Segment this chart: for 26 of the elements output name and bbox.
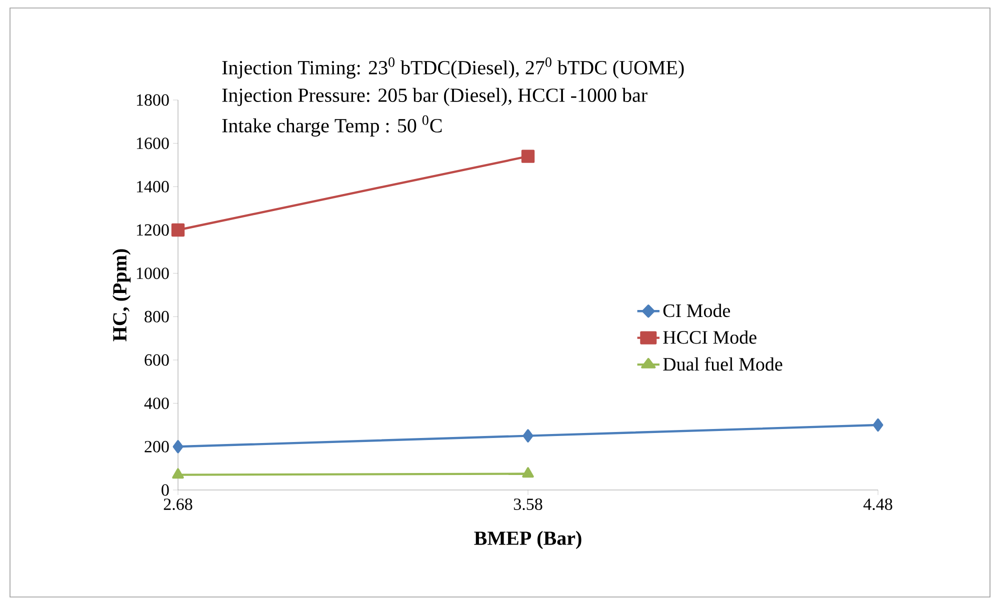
point: [521, 150, 535, 163]
legend-label: Dual fuel Mode: [663, 357, 782, 371]
y-axis-title: HC, (Ppm): [112, 249, 131, 342]
point: [872, 418, 884, 432]
point: [522, 429, 534, 442]
point: [172, 440, 184, 454]
y-tick-label: 400: [144, 398, 169, 410]
x-axis-title: BMEP (Bar): [474, 530, 582, 550]
x-tick-label: 4.48: [863, 498, 892, 510]
annotation: Injection Pressure: 205 bar (Diesel), HCCI -1000 bar: [222, 88, 648, 106]
y-tick-label: 1200: [136, 224, 169, 236]
legend-label: CI Mode: [663, 304, 730, 318]
y-tick-label: 0: [162, 484, 169, 496]
y-tick-label: 800: [144, 310, 169, 322]
y-tick-label: 600: [144, 354, 169, 366]
x-tick-label: 3.58: [514, 498, 542, 510]
y-tick-label: 1400: [136, 180, 169, 192]
x-tick-label: 2.68: [164, 498, 192, 510]
y-tick-label: 1000: [136, 268, 169, 280]
text: Injection Timing: 23$^{0}$ bTDC(Diesel), 27$^{0}$ bTDC (UOME): [222, 57, 684, 79]
y-tick-label: 1800: [136, 94, 169, 106]
y-tick-label: 1600: [136, 138, 169, 150]
legend-label: HCCI Mode: [663, 330, 756, 344]
annotation: Intake charge Temp : 50 $^{0}$C: [222, 115, 442, 137]
y-tick-label: 200: [144, 440, 169, 452]
point: [171, 223, 185, 237]
